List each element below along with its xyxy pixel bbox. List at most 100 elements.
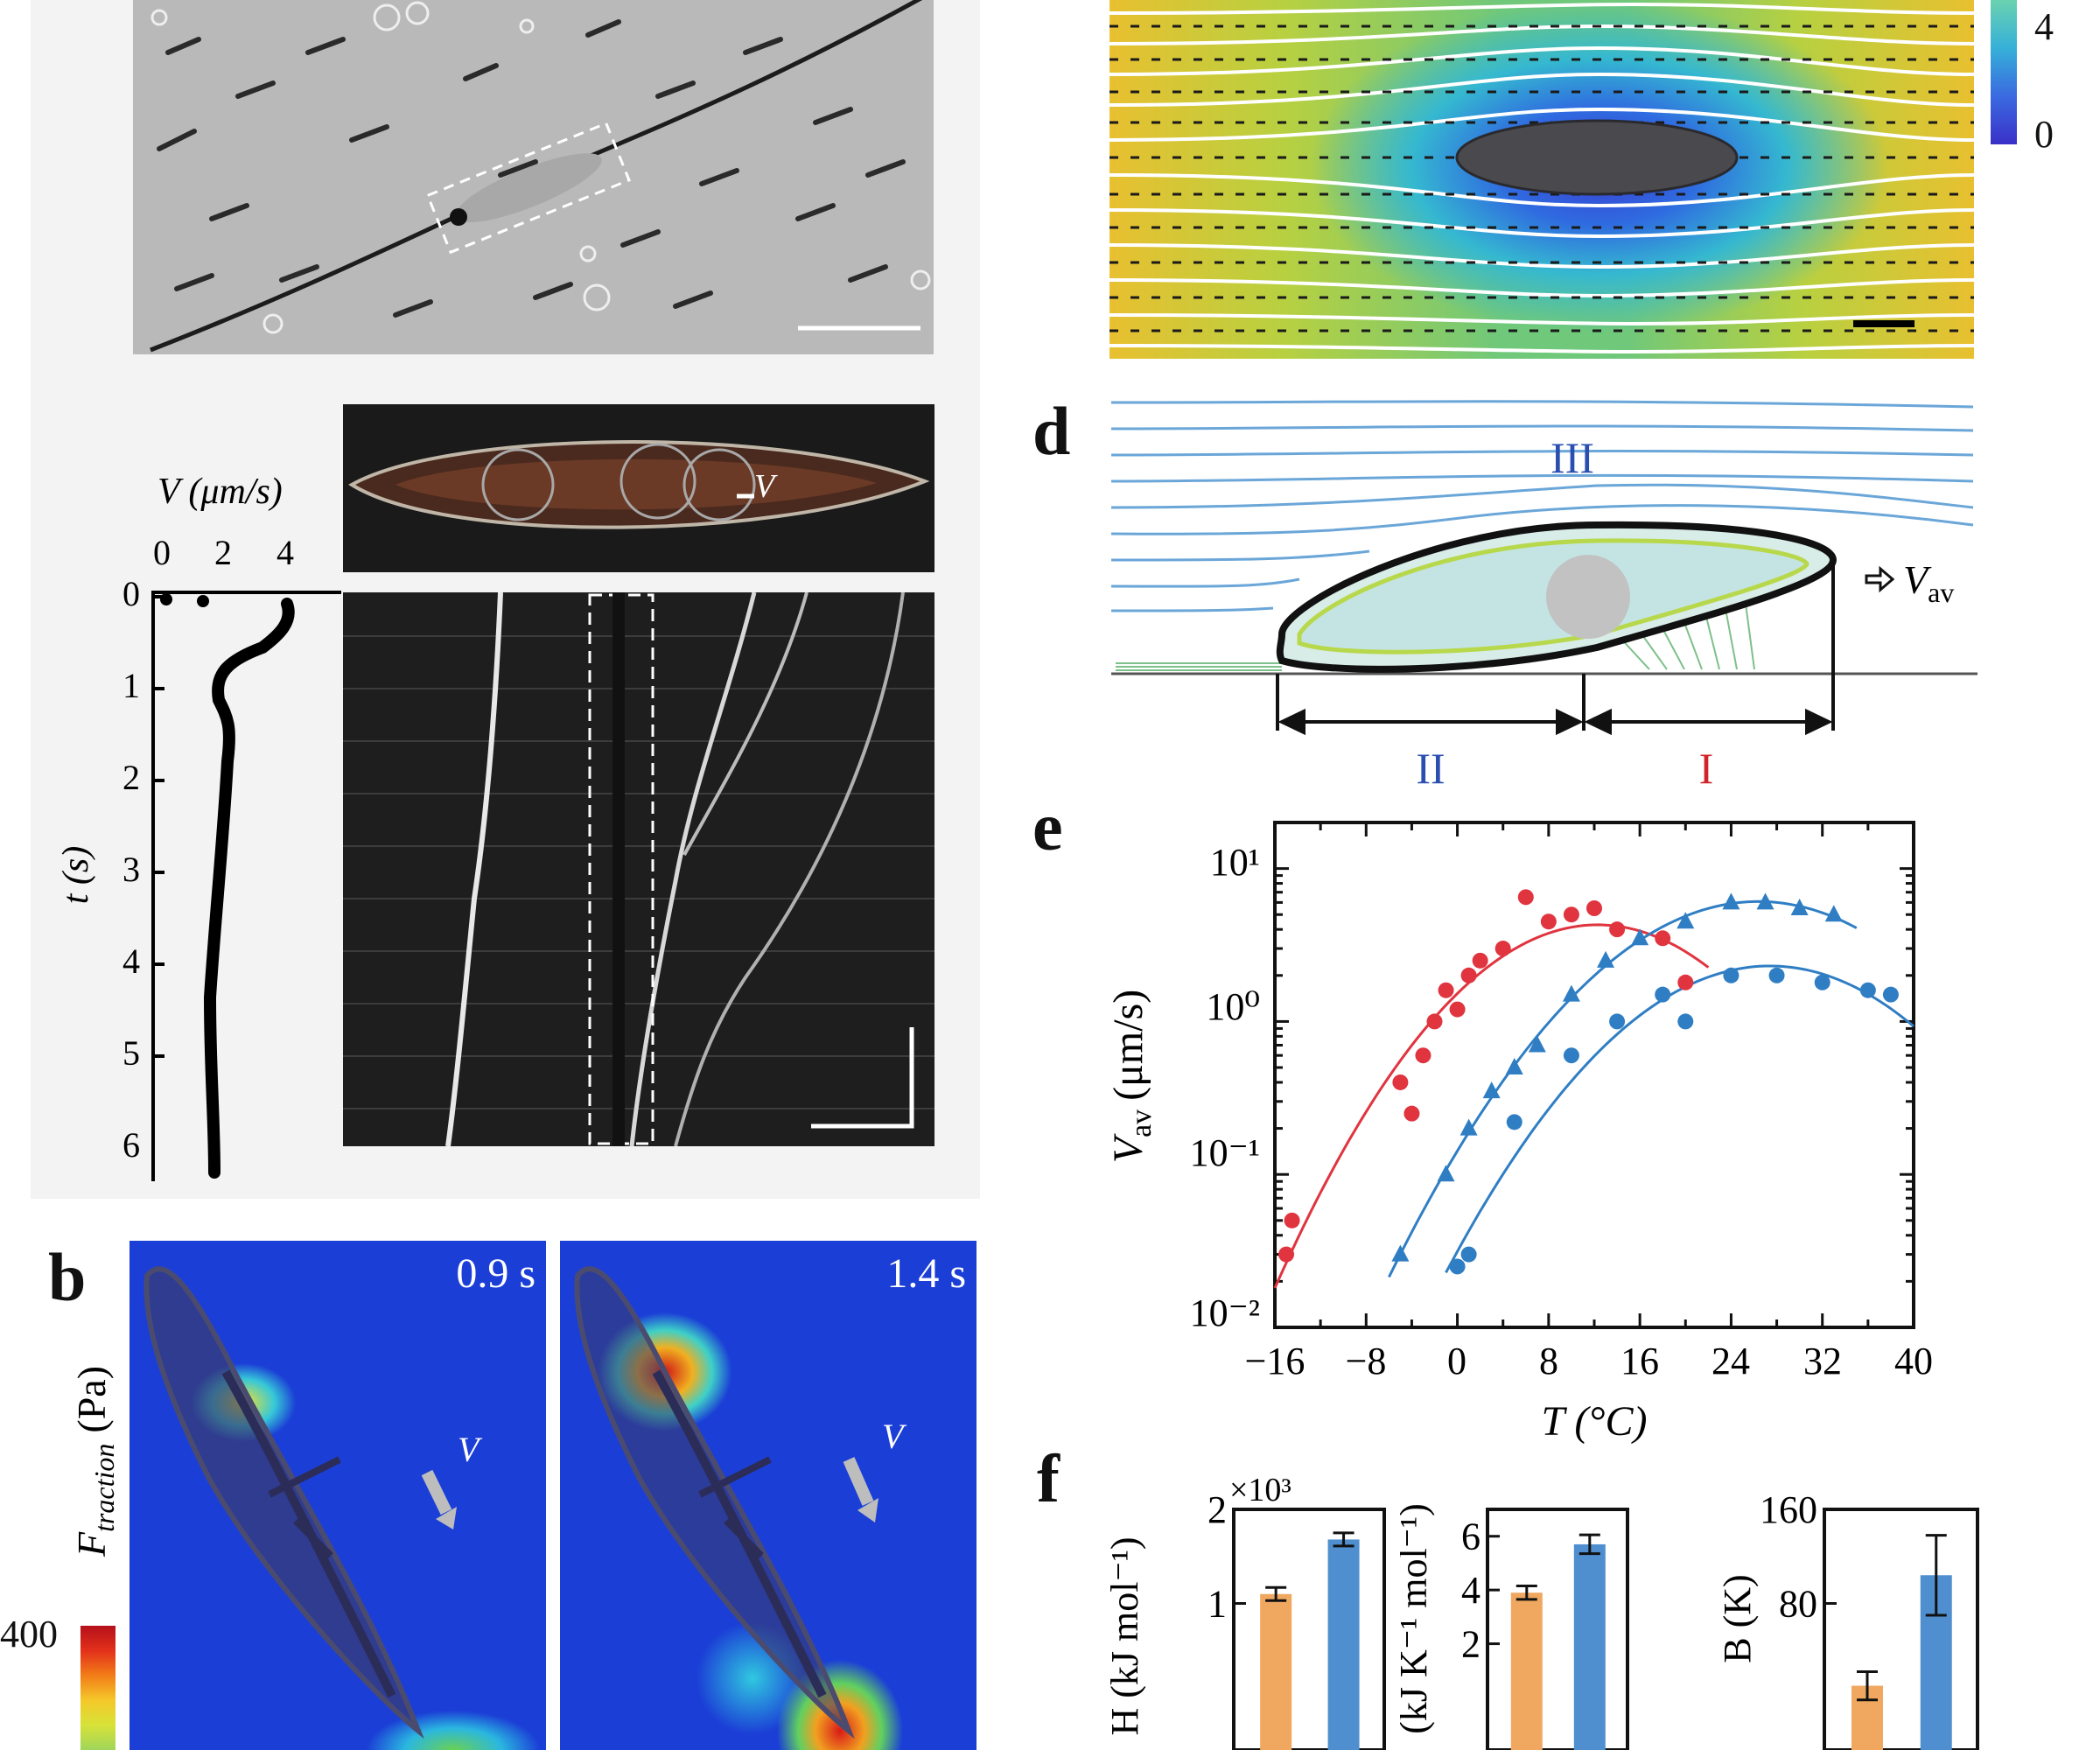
e-point (1563, 906, 1579, 923)
kymograph (343, 592, 934, 1146)
v-tick-0: 0 (153, 533, 171, 572)
e-x-tick-0: 0 (1447, 1340, 1466, 1382)
e-y-axis-unit: (μm/s) (1105, 990, 1152, 1101)
chart-f2-bar-1 (1573, 1544, 1606, 1750)
vav-label: V (1903, 557, 1932, 602)
traction-subscript: traction (88, 1444, 120, 1532)
e-point (1562, 984, 1580, 1002)
svg-text:Ftraction(Pa): Ftraction (Pa) (69, 1366, 120, 1558)
entropy-bar-chart: 6 4 2 (kJ K⁻¹ mol⁻¹) (1400, 1503, 1629, 1750)
time-label-1.4s: 1.4 s (886, 1250, 966, 1297)
e-point (1768, 967, 1785, 984)
t-tick-4: 4 (122, 942, 140, 981)
e-point (1655, 930, 1671, 947)
e-point (1814, 974, 1830, 990)
e-point (1391, 1244, 1410, 1262)
chart-f2-tick-0: 6 (1461, 1516, 1480, 1558)
cell-velocity-label: V (754, 468, 775, 505)
flow-field-map (1110, 0, 1974, 359)
e-point (1278, 1246, 1295, 1263)
e-point (1472, 952, 1488, 969)
e-point (1609, 921, 1626, 938)
velocity-arrow-label-2: V (882, 1417, 904, 1456)
e-point (1756, 892, 1774, 910)
e-x-tick-16: 16 (1620, 1340, 1659, 1382)
velocity-arrow-label-1: V (458, 1430, 480, 1469)
e-point (1284, 1212, 1300, 1228)
v-tick-4: 4 (276, 533, 294, 572)
e-x-axis-label: T (°C) (1541, 1398, 1647, 1445)
cell-flow-schematic: III II I Vav (1110, 400, 1978, 793)
e-y-tick-10^0: 10⁰ (1206, 985, 1260, 1028)
e-point (1460, 1118, 1478, 1136)
region-I-label: I (1699, 744, 1714, 793)
e-point (1882, 986, 1899, 1003)
t-tick-1: 1 (122, 666, 140, 705)
chart-f1-frame (1232, 1508, 1386, 1750)
e-point (1426, 1013, 1443, 1030)
e-point (1563, 1047, 1579, 1064)
e-point (1460, 967, 1477, 984)
colorbar-max: 400 (0, 1613, 58, 1656)
chart-f3-axis-label: B (K) (1716, 1574, 1759, 1662)
e-point (1438, 982, 1454, 998)
e-x-tick-8: 8 (1539, 1340, 1558, 1382)
e-point (1609, 1013, 1626, 1030)
e-point (1676, 912, 1695, 929)
chart-f1-tick-0: 2 (1208, 1488, 1227, 1531)
chart-f1-multiplier: ×10³ (1229, 1472, 1292, 1508)
e-point (1528, 1035, 1546, 1053)
e-y-axis-label: V (1105, 1133, 1152, 1163)
e-y-axis-sub: av (1125, 1110, 1158, 1138)
panel-b-letter: b (48, 1239, 87, 1315)
e-fit-curve-1 (1388, 900, 1858, 1278)
chart-f1-axis-label: H (kJ mol⁻¹) (1103, 1536, 1146, 1735)
speed-colorbar-tick-4: 4 (2034, 5, 2054, 48)
e-point (1482, 1082, 1501, 1099)
e-point (1506, 1114, 1522, 1130)
panel-d-letter: d (1032, 393, 1071, 469)
chart-f2-frame (1486, 1508, 1629, 1750)
enthalpy-bar-chart: 2 1 H (kJ mol⁻¹) ×10³ (1103, 1472, 1386, 1750)
e-y-tick-10^-1: 10⁻¹ (1190, 1131, 1260, 1174)
traction-symbol: F (69, 1531, 114, 1558)
e-point (1460, 1246, 1477, 1263)
chart-e-frame (1273, 821, 1915, 1329)
chart-f2-bar-0 (1510, 1592, 1543, 1750)
e-point (1631, 928, 1649, 946)
chart-f2-tick-1: 4 (1461, 1569, 1480, 1612)
velocity-trace (203, 598, 295, 1179)
svg-text:Vav(μm/s): Vav (μm/s) (1105, 990, 1158, 1163)
chart-f2-tick-2: 2 (1461, 1623, 1480, 1666)
e-point (1517, 889, 1534, 906)
e-point (1723, 967, 1740, 984)
chart-f3-tick-0: 160 (1760, 1488, 1817, 1531)
e-point (1824, 905, 1843, 922)
e-point (1677, 974, 1694, 990)
panel-e-letter: e (1032, 788, 1063, 864)
e-point (1859, 982, 1876, 998)
velocity-temperature-chart: 10¹ 10⁰ 10⁻¹ 10⁻² −16 −8 0 8 16 24 32 40… (1105, 821, 1933, 1445)
e-point (1540, 914, 1557, 930)
e-fit-curve-0 (1273, 923, 1710, 1289)
svg-text:Vav: Vav (1903, 557, 1954, 608)
e-point (1415, 1047, 1432, 1064)
e-point (1392, 1074, 1409, 1090)
chart-f1-bar-0 (1260, 1593, 1292, 1750)
panel-f-letter: f (1037, 1440, 1060, 1516)
e-y-tick-10^1: 10¹ (1210, 841, 1260, 884)
e-point (1505, 1058, 1523, 1075)
e-fit-curve-2 (1445, 964, 1914, 1274)
chart-f3-frame (1823, 1508, 1979, 1750)
e-point (1437, 1165, 1455, 1182)
e-y-tick-10^-2: 10⁻² (1190, 1292, 1260, 1334)
e-point (1449, 1258, 1466, 1275)
e-point (1404, 1105, 1420, 1122)
speed-colorbar-tick-0: 0 (2034, 113, 2054, 156)
speed-colorbar (1991, 0, 2017, 144)
e-x-tick-m16: −16 (1245, 1340, 1306, 1382)
traction-colorbar-label: Ftraction (Pa) (69, 1366, 120, 1558)
e-point (1586, 900, 1602, 917)
t-tick-5: 5 (122, 1033, 140, 1073)
e-x-tick-24: 24 (1712, 1340, 1750, 1382)
